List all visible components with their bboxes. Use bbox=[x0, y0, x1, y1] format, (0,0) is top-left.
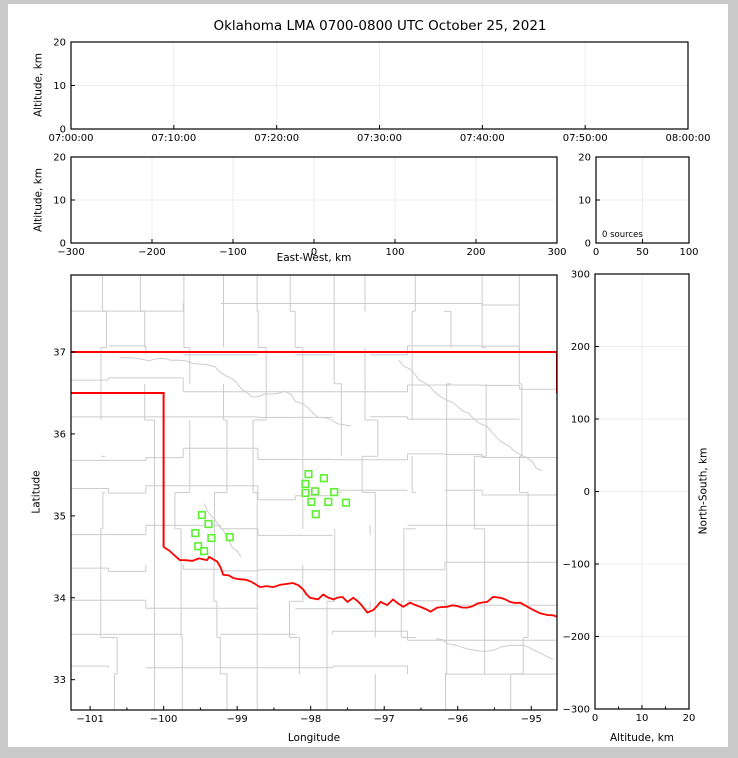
axes-layer bbox=[70, 41, 690, 711]
ew-height-ylabel: Altitude, km bbox=[33, 168, 45, 232]
tick-label: 10 bbox=[53, 196, 66, 207]
state-border-red-river bbox=[163, 546, 557, 618]
river-line bbox=[119, 357, 352, 427]
source-marker bbox=[301, 479, 310, 489]
tick-label: −200 bbox=[138, 247, 165, 258]
ew-height-xlabel: East-West, km bbox=[277, 252, 352, 264]
source-marker bbox=[310, 487, 320, 496]
source-marker bbox=[307, 497, 316, 507]
source-count-annotation: 0 sources bbox=[602, 230, 643, 240]
tick-label: 37 bbox=[53, 348, 66, 359]
tick-label: 36 bbox=[53, 429, 66, 440]
tick-label: 0 bbox=[584, 487, 590, 498]
tick-label: 300 bbox=[547, 247, 566, 258]
tick-label: −99 bbox=[227, 714, 248, 725]
ns-height-ylabel: North-South, km bbox=[698, 448, 710, 535]
river-line bbox=[203, 503, 242, 558]
source-marker bbox=[207, 533, 216, 543]
tick-label: 100 bbox=[571, 415, 590, 426]
river-line bbox=[435, 638, 554, 660]
source-marker bbox=[191, 528, 200, 538]
tick-label: 0 bbox=[60, 239, 66, 250]
tick-label: −100 bbox=[219, 247, 246, 258]
source-marker bbox=[204, 519, 213, 529]
tick-label: 07:20:00 bbox=[254, 133, 299, 144]
tick-label: 20 bbox=[53, 38, 66, 49]
source-marker bbox=[304, 469, 313, 479]
tick-label: 0 bbox=[585, 239, 591, 250]
tick-label: 08:00:00 bbox=[666, 133, 711, 144]
tick-label: −100 bbox=[150, 714, 177, 725]
tick-label: 200 bbox=[466, 247, 485, 258]
source-marker bbox=[194, 542, 203, 551]
river-line bbox=[398, 359, 543, 472]
tick-label: 33 bbox=[53, 675, 66, 686]
source-marker bbox=[225, 532, 234, 542]
figure-title: Oklahoma LMA 0700-0800 UTC October 25, 2… bbox=[213, 18, 546, 34]
altitude-histogram-panel bbox=[595, 156, 690, 244]
ns-height-panel bbox=[594, 273, 690, 710]
tick-label: 300 bbox=[571, 270, 590, 281]
state-border-panhandle bbox=[71, 392, 165, 547]
source-marker bbox=[301, 488, 310, 498]
gridlines-layer bbox=[71, 42, 689, 709]
tick-label: 0 bbox=[311, 247, 317, 258]
ew-height-panel bbox=[70, 156, 558, 244]
plan-view-panel bbox=[70, 274, 558, 711]
source-marker bbox=[319, 474, 329, 483]
tick-label: −200 bbox=[563, 632, 590, 643]
source-marker bbox=[197, 510, 207, 520]
source-marker bbox=[311, 510, 320, 519]
tick-label: 0 bbox=[592, 713, 598, 724]
tick-label: 20 bbox=[683, 713, 696, 724]
tick-label: −100 bbox=[563, 560, 590, 571]
tick-label: 20 bbox=[53, 153, 66, 164]
tick-label: 0 bbox=[593, 247, 599, 258]
tick-label: 07:00:00 bbox=[49, 133, 94, 144]
plan-view-ylabel: Latitude bbox=[31, 470, 43, 513]
lma-source-markers bbox=[191, 469, 351, 556]
river-lines-layer bbox=[119, 357, 554, 660]
tick-label: 10 bbox=[636, 713, 649, 724]
tick-label: 50 bbox=[636, 247, 649, 258]
tick-label: 10 bbox=[53, 81, 66, 92]
tick-labels-layer: 07:00:00 07:10:00 07:20:00 07:30:00 07:40:00… bbox=[49, 38, 711, 726]
tick-label: 07:30:00 bbox=[357, 133, 402, 144]
tick-label: −300 bbox=[563, 705, 590, 716]
tick-label: 10 bbox=[578, 196, 591, 207]
tick-label: 20 bbox=[578, 153, 591, 164]
ns-height-xlabel: Altitude, km bbox=[610, 732, 674, 744]
source-marker bbox=[341, 498, 351, 507]
tick-label: 35 bbox=[53, 511, 66, 522]
time-height-ylabel: Altitude, km bbox=[33, 53, 45, 117]
tick-label: 07:10:00 bbox=[151, 133, 196, 144]
tick-label: 34 bbox=[53, 593, 66, 604]
tick-label: −96 bbox=[447, 714, 468, 725]
tick-label: 200 bbox=[571, 342, 590, 353]
tick-label: −97 bbox=[374, 714, 395, 725]
tick-label: 07:50:00 bbox=[563, 133, 608, 144]
source-marker bbox=[330, 487, 339, 497]
tick-label: −98 bbox=[300, 714, 321, 725]
source-marker bbox=[324, 497, 333, 507]
tick-label: 0 bbox=[60, 125, 66, 136]
tick-label: 07:40:00 bbox=[460, 133, 505, 144]
time-height-panel bbox=[70, 41, 689, 130]
tick-label: −95 bbox=[521, 714, 542, 725]
source-marker bbox=[200, 546, 209, 556]
tick-label: −300 bbox=[57, 247, 84, 258]
state-border-layer bbox=[71, 351, 557, 618]
tick-label: 100 bbox=[385, 247, 404, 258]
plan-view-xlabel: Longitude bbox=[288, 732, 340, 744]
tick-label: −101 bbox=[76, 714, 103, 725]
tick-label: 100 bbox=[679, 247, 698, 258]
